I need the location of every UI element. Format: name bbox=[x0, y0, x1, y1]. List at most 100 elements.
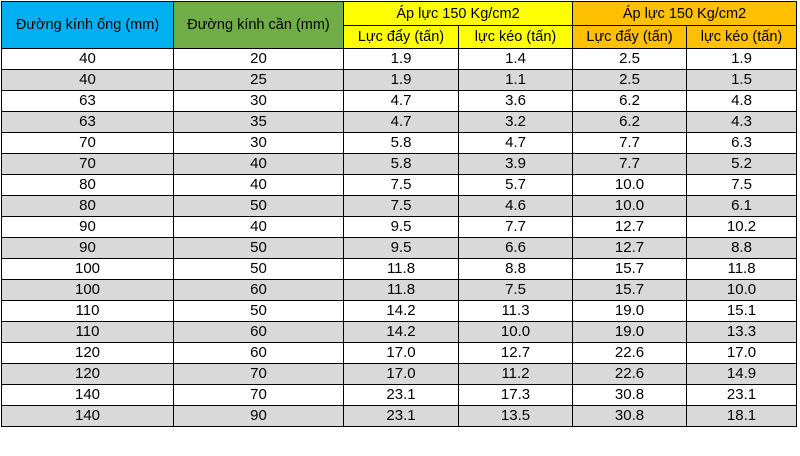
cell-push-force-1: 14.2 bbox=[343, 300, 459, 322]
header-rod-diameter: Đường kính cần (mm) bbox=[173, 1, 344, 49]
cell-pipe-diameter: 70 bbox=[1, 132, 174, 154]
header-pull-force-1: lực kéo (tấn) bbox=[457, 25, 574, 49]
cell-pipe-diameter: 140 bbox=[1, 405, 174, 427]
cell-pull-force-2: 1.9 bbox=[686, 48, 798, 70]
cell-push-force-1: 1.9 bbox=[343, 48, 459, 70]
cell-push-force-2: 30.8 bbox=[572, 384, 688, 406]
cell-push-force-2: 10.0 bbox=[572, 195, 688, 217]
cell-pipe-diameter: 70 bbox=[1, 153, 174, 175]
table-row: 40 20 1.9 1.4 2.5 1.9 bbox=[1, 48, 798, 70]
table-row: 63 35 4.7 3.2 6.2 4.3 bbox=[1, 111, 798, 133]
cell-push-force-1: 11.8 bbox=[343, 258, 459, 280]
cell-pull-force-2: 4.3 bbox=[686, 111, 798, 133]
cell-pull-force-1: 12.7 bbox=[457, 342, 574, 364]
cell-pull-force-1: 11.3 bbox=[457, 300, 574, 322]
cell-push-force-1: 5.8 bbox=[343, 153, 459, 175]
cell-push-force-1: 14.2 bbox=[343, 321, 459, 343]
cell-pull-force-1: 4.6 bbox=[457, 195, 574, 217]
cell-push-force-1: 17.0 bbox=[343, 342, 459, 364]
header-push-force-2: Lực đẩy (tấn) bbox=[572, 25, 688, 49]
cell-pull-force-1: 10.0 bbox=[457, 321, 574, 343]
cell-push-force-2: 2.5 bbox=[572, 69, 688, 91]
cell-push-force-2: 22.6 bbox=[572, 342, 688, 364]
cell-push-force-2: 15.7 bbox=[572, 279, 688, 301]
cell-rod-diameter: 40 bbox=[173, 174, 344, 196]
table-row: 120 60 17.0 12.7 22.6 17.0 bbox=[1, 342, 798, 364]
cell-push-force-1: 1.9 bbox=[343, 69, 459, 91]
cell-push-force-1: 17.0 bbox=[343, 363, 459, 385]
table-row: 110 50 14.2 11.3 19.0 15.1 bbox=[1, 300, 798, 322]
table-row: 70 40 5.8 3.9 7.7 5.2 bbox=[1, 153, 798, 175]
cell-pull-force-2: 7.5 bbox=[686, 174, 798, 196]
cell-pull-force-1: 7.7 bbox=[457, 216, 574, 238]
cell-push-force-2: 7.7 bbox=[572, 132, 688, 154]
cell-push-force-2: 12.7 bbox=[572, 216, 688, 238]
cylinder-force-table: Đường kính ống (mm) Đường kính cần (mm) … bbox=[1, 1, 798, 427]
cell-rod-diameter: 60 bbox=[173, 342, 344, 364]
cell-push-force-1: 7.5 bbox=[343, 195, 459, 217]
cell-push-force-1: 7.5 bbox=[343, 174, 459, 196]
cell-pull-force-1: 3.9 bbox=[457, 153, 574, 175]
table-row: 90 50 9.5 6.6 12.7 8.8 bbox=[1, 237, 798, 259]
cell-rod-diameter: 20 bbox=[173, 48, 344, 70]
header-pressure-group-2: Áp lực 150 Kg/cm2 bbox=[572, 1, 798, 26]
cell-push-force-2: 12.7 bbox=[572, 237, 688, 259]
table-row: 140 70 23.1 17.3 30.8 23.1 bbox=[1, 384, 798, 406]
cell-rod-diameter: 30 bbox=[173, 90, 344, 112]
cell-push-force-2: 6.2 bbox=[572, 90, 688, 112]
cell-rod-diameter: 40 bbox=[173, 153, 344, 175]
table-row: 120 70 17.0 11.2 22.6 14.9 bbox=[1, 363, 798, 385]
cell-pull-force-2: 10.2 bbox=[686, 216, 798, 238]
header-pipe-diameter: Đường kính ống (mm) bbox=[1, 1, 174, 49]
cell-push-force-1: 23.1 bbox=[343, 405, 459, 427]
cell-push-force-1: 11.8 bbox=[343, 279, 459, 301]
cell-pull-force-1: 7.5 bbox=[457, 279, 574, 301]
cell-pipe-diameter: 80 bbox=[1, 195, 174, 217]
table-row: 90 40 9.5 7.7 12.7 10.2 bbox=[1, 216, 798, 238]
cell-pipe-diameter: 63 bbox=[1, 90, 174, 112]
cell-pipe-diameter: 40 bbox=[1, 48, 174, 70]
cell-push-force-1: 4.7 bbox=[343, 90, 459, 112]
table-row: 80 40 7.5 5.7 10.0 7.5 bbox=[1, 174, 798, 196]
cell-pipe-diameter: 100 bbox=[1, 279, 174, 301]
cell-pull-force-1: 17.3 bbox=[457, 384, 574, 406]
header-pressure-group-1: Áp lực 150 Kg/cm2 bbox=[342, 1, 574, 26]
cell-push-force-1: 9.5 bbox=[343, 237, 459, 259]
table-row: 100 50 11.8 8.8 15.7 11.8 bbox=[1, 258, 798, 280]
cell-pull-force-1: 3.2 bbox=[457, 111, 574, 133]
cell-rod-diameter: 50 bbox=[173, 258, 344, 280]
cell-push-force-2: 10.0 bbox=[572, 174, 688, 196]
cell-rod-diameter: 30 bbox=[173, 132, 344, 154]
cell-push-force-2: 19.0 bbox=[572, 321, 688, 343]
cell-rod-diameter: 90 bbox=[173, 405, 344, 427]
cell-pull-force-2: 6.1 bbox=[686, 195, 798, 217]
table-row: 40 25 1.9 1.1 2.5 1.5 bbox=[1, 69, 798, 91]
cell-pipe-diameter: 120 bbox=[1, 363, 174, 385]
header-pull-force-2: lực kéo (tấn) bbox=[686, 25, 798, 49]
cell-pull-force-1: 13.5 bbox=[457, 405, 574, 427]
cell-pull-force-2: 11.8 bbox=[686, 258, 798, 280]
cell-push-force-1: 4.7 bbox=[343, 111, 459, 133]
cell-push-force-2: 15.7 bbox=[572, 258, 688, 280]
cell-pipe-diameter: 110 bbox=[1, 300, 174, 322]
cell-pull-force-1: 4.7 bbox=[457, 132, 574, 154]
cell-push-force-2: 30.8 bbox=[572, 405, 688, 427]
cell-push-force-2: 2.5 bbox=[572, 48, 688, 70]
cell-pull-force-1: 8.8 bbox=[457, 258, 574, 280]
cell-pull-force-2: 6.3 bbox=[686, 132, 798, 154]
cell-pull-force-2: 10.0 bbox=[686, 279, 798, 301]
cell-push-force-2: 7.7 bbox=[572, 153, 688, 175]
cell-pull-force-2: 8.8 bbox=[686, 237, 798, 259]
cell-rod-diameter: 50 bbox=[173, 237, 344, 259]
cell-pull-force-1: 1.1 bbox=[457, 69, 574, 91]
cell-pipe-diameter: 100 bbox=[1, 258, 174, 280]
cell-pull-force-2: 18.1 bbox=[686, 405, 798, 427]
cell-rod-diameter: 60 bbox=[173, 321, 344, 343]
cell-pipe-diameter: 80 bbox=[1, 174, 174, 196]
cell-pull-force-2: 1.5 bbox=[686, 69, 798, 91]
cell-pull-force-1: 1.4 bbox=[457, 48, 574, 70]
cell-rod-diameter: 60 bbox=[173, 279, 344, 301]
cell-pull-force-2: 15.1 bbox=[686, 300, 798, 322]
table-row: 80 50 7.5 4.6 10.0 6.1 bbox=[1, 195, 798, 217]
cell-rod-diameter: 50 bbox=[173, 195, 344, 217]
